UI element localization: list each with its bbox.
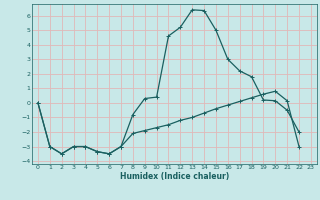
X-axis label: Humidex (Indice chaleur): Humidex (Indice chaleur) [120, 172, 229, 181]
